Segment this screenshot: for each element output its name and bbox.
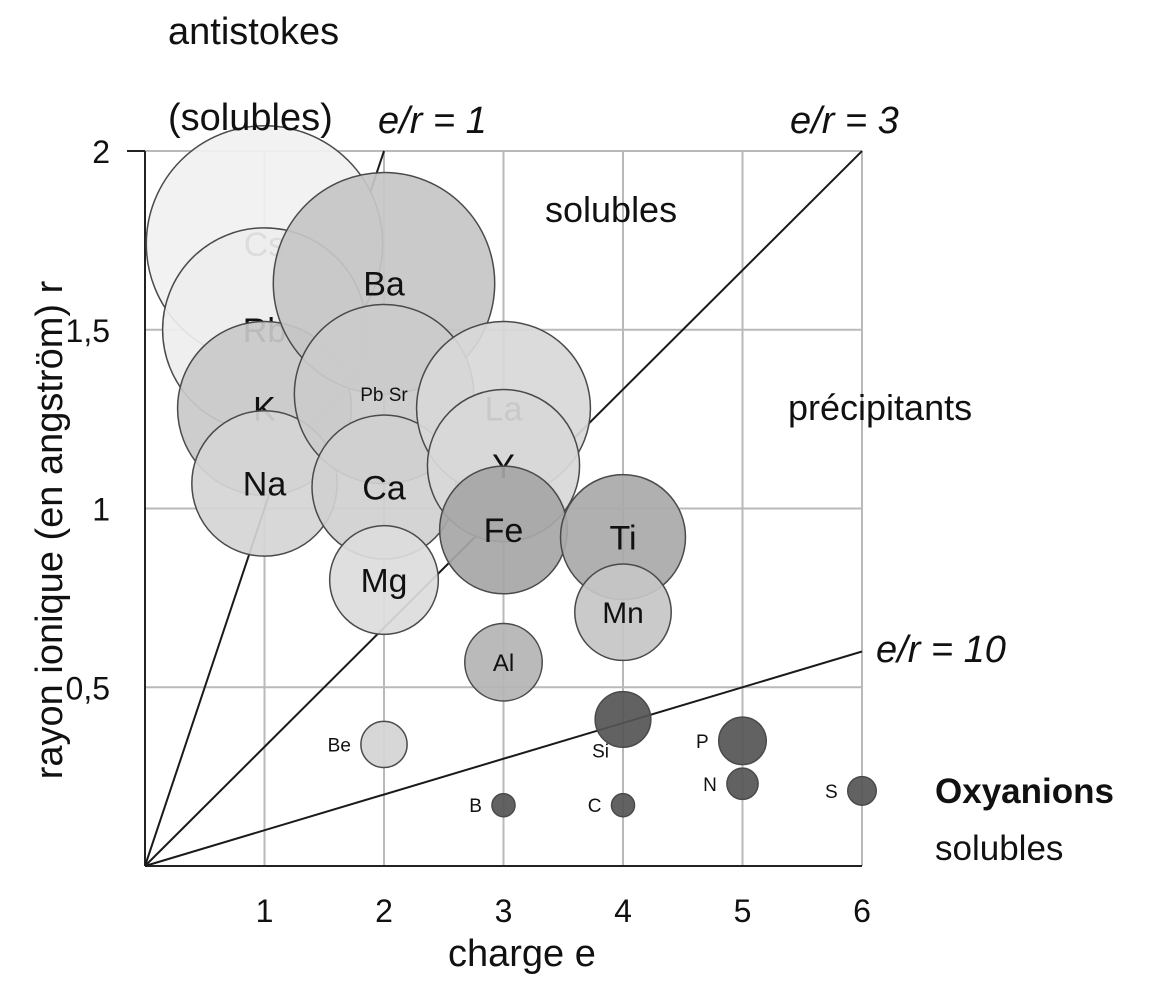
- ratio-line-label-2: e/r = 3: [790, 100, 899, 142]
- ion-label-p: P: [696, 732, 709, 753]
- annotations: antistokes (solubles) solubles précipita…: [29, 11, 1114, 975]
- ion-label-s: S: [825, 782, 838, 803]
- axes: 1 2 3 4 5 6 0,5 1 1,5 2: [66, 134, 871, 929]
- x-tick-label-4: 4: [614, 893, 632, 929]
- y-tick-label-0.5: 0,5: [66, 670, 110, 706]
- ratio-line-label-3: e/r = 10: [876, 629, 1006, 671]
- ion-point-mn: [574, 563, 672, 662]
- y-tick-label-1: 1: [92, 492, 110, 528]
- ion-point-s: [846, 775, 878, 806]
- y-tick-label-1.5: 1,5: [66, 313, 110, 349]
- ion-points: CsRbKNaBaPb SrCaMgLaYFeAlTiMnBeSiBCPNS: [145, 125, 878, 818]
- ion-point-c: [610, 792, 636, 818]
- x-tick-label-2: 2: [375, 893, 393, 929]
- ion-label-ti: Ti: [609, 519, 636, 557]
- ion-label-mn: Mn: [602, 597, 644, 630]
- region-label-oxyanions-solubles: solubles: [935, 829, 1063, 868]
- ion-label-c: C: [588, 796, 602, 817]
- ion-point-mg: [328, 524, 440, 636]
- region-label-precipitants: précipitants: [788, 387, 972, 428]
- ion-label-ca: Ca: [362, 469, 406, 507]
- ion-point-si: [594, 690, 652, 749]
- x-tick-label-1: 1: [256, 893, 274, 929]
- x-axis-title: charge e: [448, 933, 596, 975]
- ion-point-b: [491, 792, 516, 818]
- x-tick-label-6: 6: [853, 893, 871, 929]
- ion-label-be: Be: [328, 735, 351, 756]
- ratio-line-label-1: e/r = 1: [378, 100, 487, 142]
- y-axis-title: rayon ionique (en angström) r: [29, 280, 71, 779]
- x-tick-label-3: 3: [495, 893, 513, 929]
- ion-label-pb-sr: Pb Sr: [360, 385, 408, 406]
- ion-label-fe: Fe: [484, 512, 524, 550]
- ion-label-n: N: [703, 775, 717, 796]
- ion-label-na: Na: [243, 466, 287, 504]
- ion-label-mg: Mg: [361, 563, 408, 600]
- region-label-solubles: solubles: [545, 189, 677, 230]
- ratio-lines: e/r = 1 e/r = 3 e/r = 10: [144, 100, 1006, 867]
- ion-point-be: [360, 720, 408, 769]
- ion-label-al: Al: [493, 650, 514, 677]
- ion-point-al: [464, 622, 543, 702]
- ion-label-ba: Ba: [363, 266, 405, 304]
- ion-point-p: [717, 716, 768, 766]
- x-tick-label-5: 5: [734, 893, 752, 929]
- y-tick-label-2: 2: [92, 134, 110, 170]
- ion-label-b: B: [469, 796, 482, 817]
- ratio-line-3: [144, 650, 863, 867]
- ion-label-si: Si: [592, 741, 609, 762]
- region-label-antistokes: antistokes: [168, 11, 339, 53]
- region-label-oxyanions: Oxyanions: [935, 772, 1114, 811]
- ion-point-n: [726, 767, 759, 801]
- region-label-antistokes-solubles: (solubles): [168, 97, 333, 139]
